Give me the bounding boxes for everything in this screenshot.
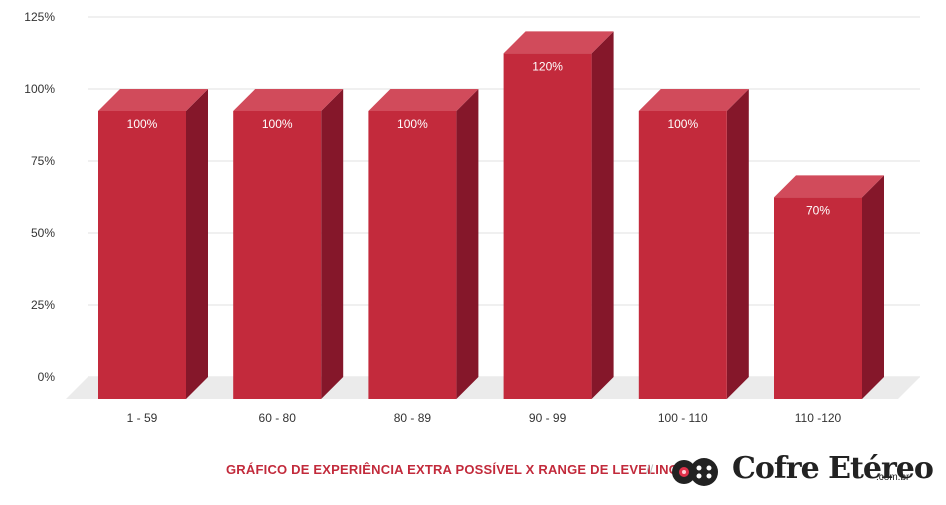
bar-top xyxy=(638,89,749,111)
y-tick-label: 100% xyxy=(24,82,55,96)
data-label: 100% xyxy=(397,117,428,131)
bar-side xyxy=(591,31,614,400)
bar-side xyxy=(186,89,208,399)
x-tick-label: 90 - 99 xyxy=(529,411,567,425)
bar xyxy=(233,111,322,399)
bar-chart: 0% 25% 50% 75% 100% 125% 100% 1 - 59 100% 60 - 80… xyxy=(24,10,920,425)
x-tick-label: 1 - 59 xyxy=(127,411,158,425)
x-tick-label: 60 - 80 xyxy=(259,411,297,425)
y-tick-label: 50% xyxy=(31,226,55,240)
gamepad-icon xyxy=(672,458,718,486)
bar-side xyxy=(862,175,884,399)
y-tick-label: 125% xyxy=(24,10,55,24)
x-tick-label: 110 -120 xyxy=(795,411,842,425)
bar-top xyxy=(368,89,479,111)
bar-side xyxy=(726,89,749,399)
bar-top xyxy=(98,89,208,111)
bar xyxy=(638,111,727,399)
data-label: 100% xyxy=(667,117,698,131)
x-tick-label: 80 - 89 xyxy=(394,411,432,425)
bar xyxy=(98,111,186,399)
logo-domain-suffix: .com.br xyxy=(876,472,910,483)
bar-side xyxy=(321,89,344,399)
bar-side xyxy=(456,89,479,399)
bar-top xyxy=(503,31,614,54)
data-label: 120% xyxy=(532,59,563,73)
y-tick-label: 0% xyxy=(38,370,56,384)
y-tick-label: 75% xyxy=(31,154,55,168)
data-label: 100% xyxy=(262,117,293,131)
x-tick-label: 100 - 110 xyxy=(658,411,708,425)
bar xyxy=(368,111,457,399)
data-label: 70% xyxy=(806,203,830,217)
y-tick-label: 25% xyxy=(31,298,55,312)
bar-top xyxy=(233,89,344,111)
footer: GRÁFICO DE EXPERIÊNCIA EXTRA POSSÍVEL X … xyxy=(0,448,946,498)
bar-top xyxy=(774,175,884,198)
chart-caption: GRÁFICO DE EXPERIÊNCIA EXTRA POSSÍVEL X … xyxy=(226,462,679,477)
bar xyxy=(503,53,592,400)
logo-text: Cofre Etéreo xyxy=(732,451,934,486)
data-label: 100% xyxy=(127,117,158,131)
bar xyxy=(774,197,862,399)
caption-separator: // xyxy=(646,462,654,477)
site-logo[interactable]: Cofre Etéreo .com.br xyxy=(670,450,934,494)
